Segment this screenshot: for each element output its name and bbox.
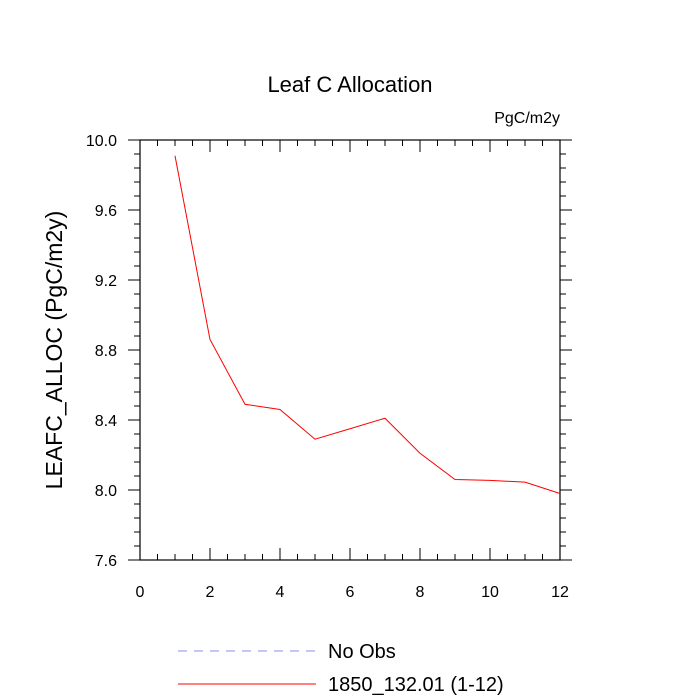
- x-tick-label: 12: [551, 584, 569, 601]
- legend-label: No Obs: [328, 641, 396, 663]
- plot-border: [139, 139, 561, 561]
- axis-tick-labels: 0 2 4 6 8 10 12 7.6 8.0 8.4 8.8 9.2 9.6 10.0: [86, 133, 569, 601]
- plot-frame: [139, 139, 561, 561]
- x-tick-label: 10: [481, 584, 499, 601]
- series-line: [174, 155, 561, 494]
- data-series: [174, 155, 561, 494]
- x-tick-label: 6: [346, 584, 355, 601]
- y-tick-label: 8.0: [95, 483, 117, 500]
- units-label: PgC/m2y: [494, 110, 560, 127]
- legend: No Obs 1850_132.01 (1-12): [178, 641, 504, 696]
- axis-ticks: [128, 139, 572, 561]
- y-tick-label: 8.8: [95, 343, 117, 360]
- y-tick-label: 9.2: [95, 273, 117, 290]
- y-tick-label: 10.0: [86, 133, 117, 150]
- x-tick-label: 8: [416, 584, 425, 601]
- x-tick-label: 4: [276, 584, 285, 601]
- y-tick-label: 8.4: [95, 413, 117, 430]
- y-tick-label: 9.6: [95, 203, 117, 220]
- x-tick-label: 0: [136, 584, 145, 601]
- x-tick-label: 2: [206, 584, 215, 601]
- y-axis-label: LEAFC_ALLOC (PgC/m2y): [41, 211, 67, 490]
- y-tick-label: 7.6: [95, 553, 117, 570]
- chart-title: Leaf C Allocation: [267, 72, 432, 97]
- legend-label: 1850_132.01 (1-12): [328, 674, 504, 696]
